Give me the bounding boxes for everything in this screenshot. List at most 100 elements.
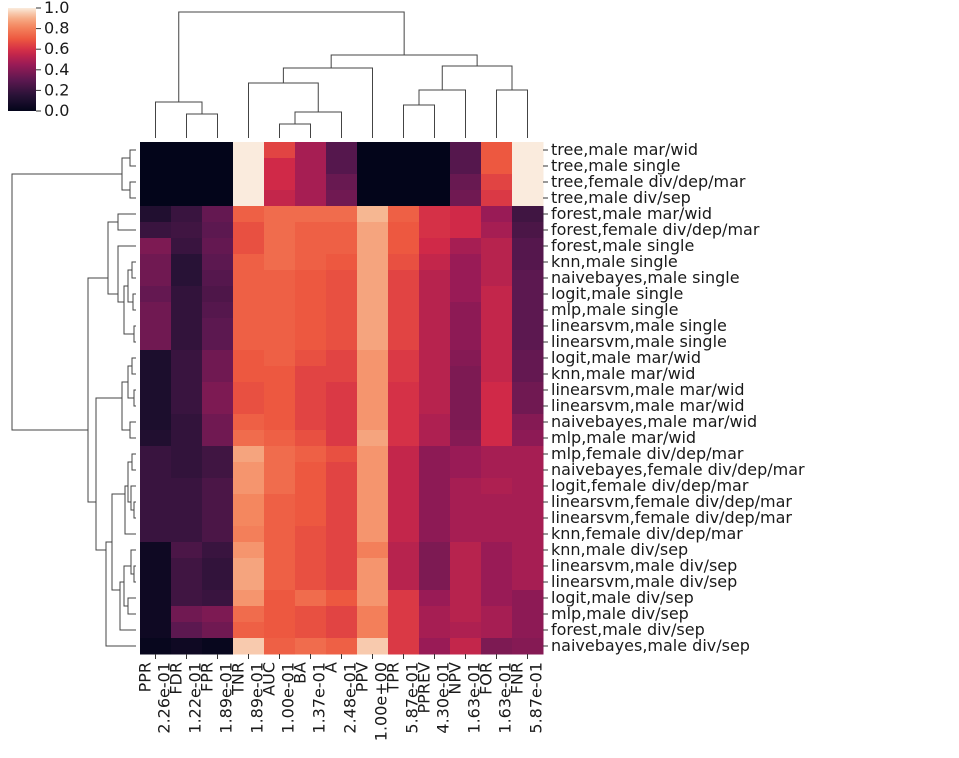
row-dendrogram-link (129, 149, 136, 167)
heatmap-cell (481, 334, 513, 351)
heatmap-cell (450, 462, 482, 479)
heatmap-cell (326, 254, 358, 271)
heatmap-cell (295, 446, 327, 463)
heatmap-cell (264, 606, 296, 623)
heatmap-cell (233, 622, 265, 639)
heatmap-cell (450, 526, 482, 543)
heatmap-cell (202, 350, 234, 367)
heatmap-cell (388, 382, 420, 399)
column-label: PPR2.26e-01 (136, 662, 174, 734)
heatmap-cell (419, 590, 451, 607)
heatmap-cell (264, 286, 296, 303)
heatmap-cell (388, 510, 420, 527)
heatmap-cell (264, 318, 296, 335)
heatmap-cell (326, 494, 358, 511)
row-dendrogram-link (123, 565, 131, 607)
heatmap-cell (140, 478, 172, 495)
heatmap-cell (140, 270, 172, 287)
heatmap-cell (140, 254, 172, 271)
column-label: NPV1.63e-01 (446, 662, 484, 734)
heatmap-cell (295, 270, 327, 287)
heatmap-cell (264, 462, 296, 479)
heatmap-cell (481, 638, 513, 655)
heatmap-cell (140, 414, 172, 431)
row-label: linearsvm,male div/sep (551, 572, 737, 591)
heatmap-cell (388, 542, 420, 559)
heatmap-cell (140, 526, 172, 543)
heatmap-cell (171, 254, 203, 271)
row-label: forest,male div/sep (551, 620, 705, 639)
heatmap-cell (171, 302, 203, 319)
row-label: tree,male mar/wid (551, 140, 698, 159)
heatmap-cell (512, 174, 544, 191)
heatmap-cell (264, 510, 296, 527)
heatmap-cell (171, 158, 203, 175)
heatmap-cell (388, 238, 420, 255)
heatmap-cell (202, 446, 234, 463)
heatmap-cell (326, 366, 358, 383)
row-dendrogram-link (131, 261, 136, 279)
heatmap-cell (357, 446, 389, 463)
heatmap-cell (233, 206, 265, 223)
heatmap-cell (171, 318, 203, 335)
heatmap-cell (202, 622, 234, 639)
heatmap-cell (171, 574, 203, 591)
row-label: linearsvm,female div/dep/mar (551, 492, 792, 511)
heatmap-cell (202, 590, 234, 607)
heatmap-cell (295, 350, 327, 367)
heatmap-cell (419, 318, 451, 335)
heatmap-cell (481, 526, 513, 543)
heatmap-cell (202, 222, 234, 239)
row-label: tree,male div/sep (551, 188, 691, 207)
heatmap-cell (140, 622, 172, 639)
heatmap-cell (171, 382, 203, 399)
heatmap-cell (202, 542, 234, 559)
colorbar-tick-label: 0.0 (44, 101, 69, 120)
heatmap-cell (171, 174, 203, 191)
heatmap-cell (450, 302, 482, 319)
heatmap-cell (233, 158, 265, 175)
heatmap-cell (264, 334, 296, 351)
heatmap-cell (450, 366, 482, 383)
row-dendrogram-link (131, 453, 136, 471)
heatmap-cell (450, 254, 482, 271)
heatmap-cell (419, 638, 451, 655)
heatmap-cell (140, 206, 172, 223)
heatmap-cell (388, 318, 420, 335)
heatmap-cell (233, 318, 265, 335)
row-dendrogram-link (117, 245, 136, 303)
heatmap-cell (450, 622, 482, 639)
row-dendrogram-link (129, 421, 136, 439)
heatmap-cell (295, 222, 327, 239)
heatmap-cell (357, 510, 389, 527)
row-dendrogram-link (132, 293, 136, 311)
heatmap-cell (419, 526, 451, 543)
column-label: PPREV4.30e-01 (415, 662, 453, 734)
row-dendrogram-link (133, 325, 136, 343)
heatmap-cell (450, 478, 482, 495)
heatmap-cell (357, 542, 389, 559)
heatmap-cell (512, 606, 544, 623)
heatmap-cell (140, 494, 172, 511)
heatmap-cell (419, 238, 451, 255)
heatmap-cell (388, 350, 420, 367)
heatmap-cell (326, 510, 358, 527)
heatmap-cell (357, 158, 389, 175)
heatmap-cell (326, 526, 358, 543)
heatmap-cell (326, 398, 358, 415)
heatmap-cell (171, 542, 203, 559)
heatmap-cell (326, 558, 358, 575)
colorbar-tick-label: 0.6 (44, 39, 69, 58)
row-dendrogram-link (111, 493, 125, 591)
heatmap-cell (512, 622, 544, 639)
heatmap-cell (388, 446, 420, 463)
column-label: TNR1.89e-01 (229, 662, 267, 734)
heatmap-cell (481, 510, 513, 527)
heatmap-cell (326, 190, 358, 207)
heatmap-cell (512, 270, 544, 287)
heatmap-cell (419, 414, 451, 431)
heatmap-cell (264, 542, 296, 559)
heatmap-cell (295, 622, 327, 639)
heatmap-cell (481, 286, 513, 303)
